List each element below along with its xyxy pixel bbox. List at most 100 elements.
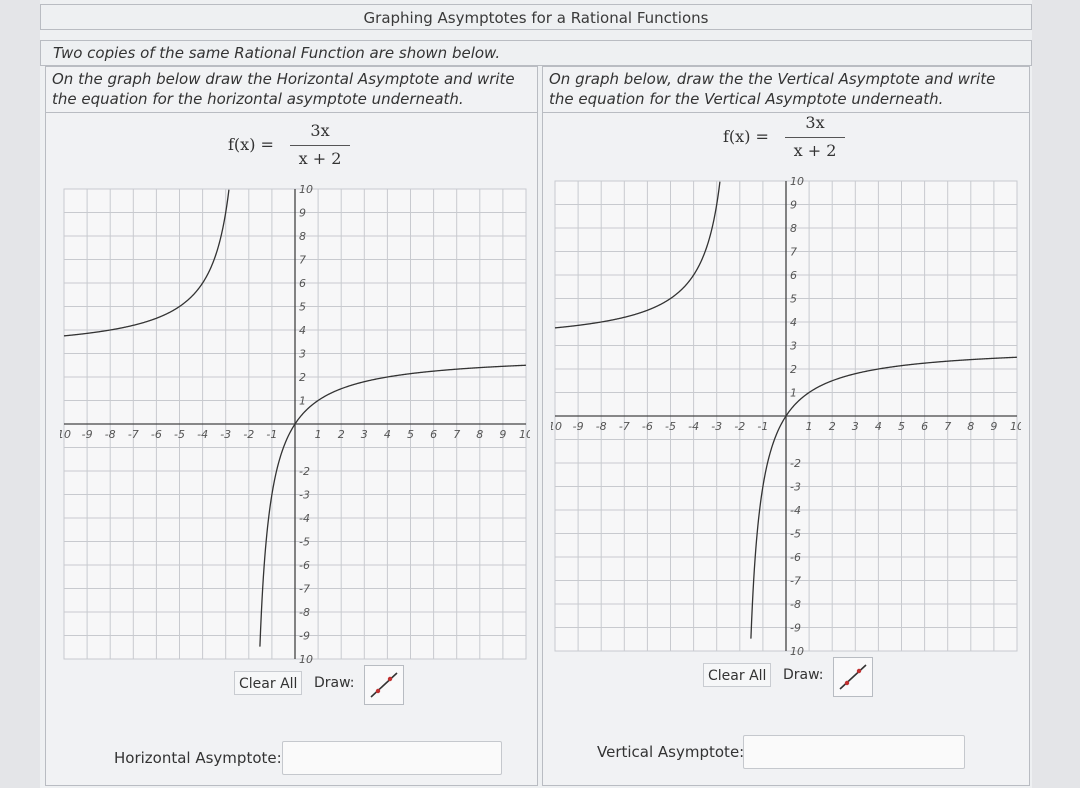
x-tick-label: 7 — [453, 428, 460, 441]
y-tick-label: 3 — [790, 340, 797, 353]
vertical-asymptote-label: Vertical Asymptote: — [597, 743, 745, 761]
x-tick-label: -1 — [757, 420, 768, 433]
y-tick-label: -9 — [299, 630, 310, 643]
x-tick-label: -4 — [688, 420, 699, 433]
y-tick-label: 10 — [790, 645, 804, 655]
x-tick-label: -5 — [174, 428, 185, 441]
formula-lhs: f(x) = — [723, 127, 769, 146]
graph-toolbar: Clear All Draw: — [703, 657, 903, 697]
x-tick-label: 8 — [967, 420, 974, 433]
function-curve-right-branch — [750, 356, 1018, 639]
draw-label: Draw: — [783, 667, 824, 683]
vertical-asymptote-panel: On graph below, draw the the Vertical As… — [542, 66, 1030, 786]
y-tick-label: 4 — [790, 316, 797, 329]
y-tick-label: 5 — [790, 293, 797, 306]
clear-all-button[interactable]: Clear All — [703, 663, 772, 687]
horizontal-asymptote-input[interactable] — [282, 741, 502, 775]
y-tick-label: 4 — [299, 324, 306, 337]
line-draw-tool-button[interactable] — [833, 657, 873, 697]
y-tick-label: -5 — [790, 528, 801, 541]
y-tick-label: 2 — [790, 363, 797, 376]
y-tick-label: -8 — [299, 606, 310, 619]
x-tick-label: 1 — [806, 420, 813, 433]
x-tick-label: -8 — [105, 428, 116, 441]
instructions-line: the equation for the horizontal asymptot… — [52, 90, 464, 108]
formula-numerator: 3x — [310, 121, 330, 140]
horizontal-asymptote-label: Horizontal Asymptote: — [114, 749, 282, 767]
y-tick-label: -7 — [790, 575, 801, 588]
y-tick-label: 1 — [299, 395, 306, 408]
graph-horizontal[interactable]: 10 -9 -8 -7 -6 -5 -4 -3 -2 -1 1 2 3 4 5 6 7 8 9 10 10 9 8 7 6 5 4 3… — [60, 185, 530, 663]
horizontal-answer-row: Horizontal Asymptote: — [114, 741, 514, 777]
fraction-bar — [290, 145, 350, 146]
y-tick-label: -8 — [790, 598, 801, 611]
x-tick-label: 10 — [60, 428, 71, 441]
y-tick-label: -4 — [790, 504, 801, 517]
y-tick-label: 2 — [299, 371, 306, 384]
x-tick-label: 2 — [338, 428, 345, 441]
x-tick-label: -7 — [619, 420, 630, 433]
x-tick-label: -3 — [220, 428, 231, 441]
y-tick-label: -6 — [299, 559, 310, 572]
y-tick-label: 10 — [790, 177, 804, 188]
y-tick-label: -3 — [299, 489, 310, 502]
horizontal-asymptote-panel: On the graph below draw the Horizontal A… — [45, 66, 538, 786]
x-tick-label: -9 — [82, 428, 93, 441]
y-tick-label: -6 — [790, 551, 801, 564]
instructions-line: On the graph below draw the Horizontal A… — [52, 70, 515, 88]
instructions-line: the equation for the Vertical Asymptote … — [549, 90, 944, 108]
x-tick-label: 3 — [361, 428, 368, 441]
x-tick-label: 10 — [519, 428, 530, 441]
formula-numerator: 3x — [805, 113, 825, 132]
y-tick-label: 10 — [299, 653, 313, 663]
y-tick-label: -2 — [790, 457, 801, 470]
x-tick-label: 2 — [829, 420, 836, 433]
x-tick-label: -9 — [573, 420, 584, 433]
x-tick-label: -4 — [197, 428, 208, 441]
function-formula: f(x) = 3x x + 2 — [723, 113, 883, 163]
graph-toolbar: Clear All Draw: — [234, 665, 434, 705]
x-tick-label: 1 — [315, 428, 322, 441]
horizontal-instructions: On the graph below draw the Horizontal A… — [46, 67, 537, 113]
y-tick-label: 1 — [790, 387, 797, 400]
x-tick-label: 3 — [852, 420, 859, 433]
vertical-answer-row: Vertical Asymptote: — [597, 735, 1017, 771]
y-tick-label: 6 — [790, 269, 797, 282]
instructions-line: On graph below, draw the the Vertical As… — [549, 70, 996, 88]
y-tick-label: 3 — [299, 348, 306, 361]
x-tick-label: 6 — [921, 420, 928, 433]
formula-denominator: x + 2 — [793, 141, 837, 160]
y-tick-label: -7 — [299, 583, 310, 596]
y-tick-label: 8 — [299, 230, 306, 243]
page-title: Graphing Asymptotes for a Rational Funct… — [40, 4, 1032, 30]
vertical-instructions: On graph below, draw the the Vertical As… — [543, 67, 1029, 113]
x-tick-label: -1 — [266, 428, 277, 441]
y-tick-label: -9 — [790, 622, 801, 635]
formula-denominator: x + 2 — [298, 149, 342, 168]
x-tick-label: 8 — [476, 428, 483, 441]
y-tick-label: 6 — [299, 277, 306, 290]
line-draw-tool-button[interactable] — [364, 665, 404, 705]
line-draw-tool-icon — [370, 672, 398, 698]
x-tick-label: 4 — [384, 428, 391, 441]
x-tick-label: -3 — [711, 420, 722, 433]
y-tick-label: -2 — [299, 465, 310, 478]
clear-all-button[interactable]: Clear All — [234, 671, 303, 695]
vertical-asymptote-input[interactable] — [743, 735, 965, 769]
x-tick-label: -7 — [128, 428, 139, 441]
graph-vertical[interactable]: 10 -9 -8 -7 -6 -5 -4 -3 -2 -1 1 2 3 4 5 6 7 8 9 10 10 9 8 7 6 5 4 3… — [551, 177, 1021, 655]
x-tick-label: 10 — [1010, 420, 1021, 433]
x-tick-label: 9 — [990, 420, 997, 433]
fraction-bar — [785, 137, 845, 138]
y-tick-label: 10 — [299, 185, 313, 196]
formula-lhs: f(x) = — [228, 135, 274, 154]
x-tick-label: -5 — [665, 420, 676, 433]
x-tick-label: 10 — [551, 420, 562, 433]
y-tick-label: -5 — [299, 536, 310, 549]
x-tick-label: -6 — [151, 428, 162, 441]
x-tick-label: 6 — [430, 428, 437, 441]
y-tick-label: 7 — [790, 246, 797, 259]
function-curve-left-branch — [63, 189, 230, 337]
y-tick-label: -4 — [299, 512, 310, 525]
y-tick-label: 9 — [790, 199, 797, 212]
